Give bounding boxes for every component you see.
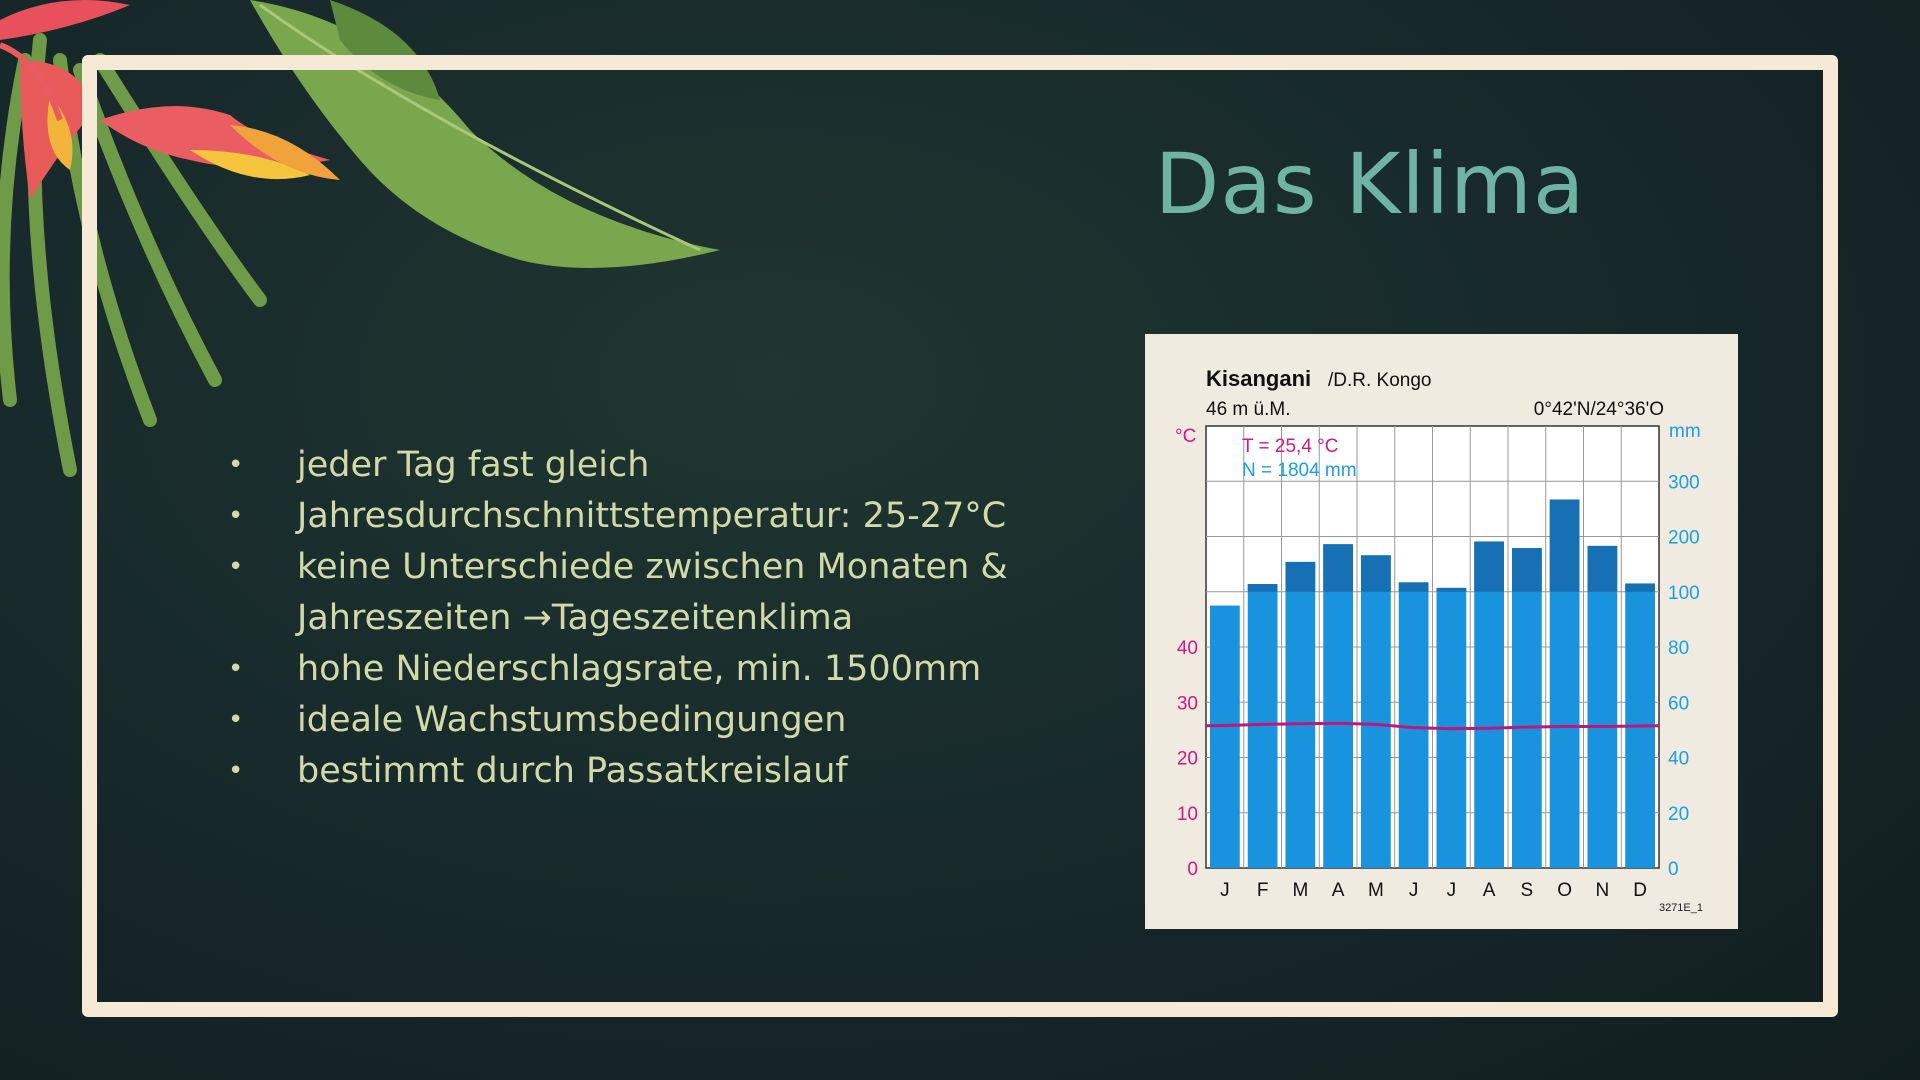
bullet-text: ideale Wachstumsbedingungen <box>297 700 847 740</box>
temp-tick-label: 40 <box>1177 638 1198 659</box>
month-label: O <box>1557 880 1572 901</box>
precip-bar-s-8 <box>1512 548 1542 868</box>
temp-tick-label: 0 <box>1187 859 1198 880</box>
month-label: A <box>1483 880 1496 901</box>
precip-bar-m-4 <box>1361 555 1391 868</box>
bullet-dot-icon: • <box>228 552 244 582</box>
climate-diagram: 0 10 20 30 40 0 20 40 60 80 100 200 300 J F M A M J J A S O N D K… <box>1145 334 1738 929</box>
bullet-item: • ideale Wachstumsbedingungen <box>228 695 1088 746</box>
temp-unit-label: °C <box>1175 426 1196 447</box>
precip-summary: N = 1804 mm <box>1242 460 1357 481</box>
precip-bar-excess-7 <box>1474 541 1504 592</box>
precip-bar-excess-1 <box>1247 584 1278 592</box>
station-name: Kisangani <box>1206 366 1311 391</box>
temp-tick-label: 20 <box>1177 749 1198 770</box>
precip-tick-label: 0 <box>1668 859 1679 880</box>
slide-title: Das Klima <box>1154 135 1586 233</box>
month-label: S <box>1521 880 1534 901</box>
precip-bar-excess-4 <box>1361 555 1391 592</box>
month-label: D <box>1633 880 1647 901</box>
month-label: M <box>1368 880 1384 901</box>
bullet-text: Jahreszeiten →Tageszeitenklima <box>297 598 854 638</box>
bullet-text: hohe Niederschlagsrate, min. 1500mm <box>297 649 982 689</box>
station-elevation: 46 m ü.M. <box>1206 399 1290 420</box>
station-coordinates: 0°42'N/24°36'O <box>1534 399 1664 420</box>
month-label: J <box>1409 880 1419 901</box>
month-label: F <box>1257 880 1269 901</box>
precip-bar-excess-3 <box>1323 544 1353 592</box>
precip-bar-n-10 <box>1587 545 1618 868</box>
bullet-dot-icon: • <box>228 705 244 735</box>
bullet-dot-icon: • <box>228 756 244 786</box>
month-label: M <box>1292 880 1308 901</box>
bullet-item: • hohe Niederschlagsrate, min. 1500mm <box>228 644 1088 695</box>
month-label: N <box>1596 880 1610 901</box>
precip-bar-excess-8 <box>1512 548 1542 592</box>
diagram-code: 3271E_1 <box>1659 902 1703 914</box>
temp-tick-label: 30 <box>1177 693 1198 714</box>
precip-bar-j-5 <box>1398 582 1429 868</box>
bullet-text: jeder Tag fast gleich <box>297 445 650 485</box>
precip-tick-label: 300 <box>1668 472 1700 493</box>
bullet-list: • jeder Tag fast gleich • Jahresdurchschni… <box>228 440 1088 797</box>
temp-tick-label: 10 <box>1177 804 1198 825</box>
precip-bar-excess-10 <box>1587 545 1618 592</box>
month-label: J <box>1447 880 1457 901</box>
bullet-dot-icon: • <box>228 654 244 684</box>
precip-bar-excess-6 <box>1436 587 1467 592</box>
bullet-item-continuation: Jahreszeiten →Tageszeitenklima <box>228 593 1088 644</box>
precip-tick-label: 40 <box>1668 749 1689 770</box>
precip-bar-a-3 <box>1323 544 1353 868</box>
bullet-text: keine Unterschiede zwischen Monaten & <box>297 547 1008 587</box>
bullet-dot-icon: • <box>228 450 244 480</box>
slide-frame <box>82 55 1838 1017</box>
precip-bar-a-7 <box>1474 541 1504 868</box>
month-label: A <box>1332 880 1345 901</box>
climate-chart-svg: 0 10 20 30 40 0 20 40 60 80 100 200 300 J F M A M J J A S O N D K… <box>1175 366 1703 914</box>
precip-bar-excess-11 <box>1625 583 1655 592</box>
precip-bar-excess-2 <box>1285 561 1316 592</box>
bullet-text: bestimmt durch Passatkreislauf <box>297 751 848 791</box>
precip-tick-label: 20 <box>1668 804 1689 825</box>
bullet-item: • bestimmt durch Passatkreislauf <box>228 746 1088 797</box>
precip-bar-excess-5 <box>1398 582 1429 592</box>
station-country: /D.R. Kongo <box>1328 370 1432 391</box>
bullet-dot-icon: • <box>228 501 244 531</box>
precip-unit-label: mm <box>1669 421 1701 442</box>
precip-tick-label: 200 <box>1668 528 1700 549</box>
precip-tick-label: 80 <box>1668 638 1689 659</box>
precip-bar-j-0 <box>1210 605 1240 868</box>
month-label: J <box>1220 880 1230 901</box>
precip-bar-excess-9 <box>1549 499 1580 592</box>
temp-summary: T = 25,4 °C <box>1242 436 1339 457</box>
bullet-item: • keine Unterschiede zwischen Monaten & <box>228 542 1088 593</box>
bullet-text: Jahresdurchschnittstemperatur: 25-27°C <box>297 496 1007 536</box>
bullet-item: • jeder Tag fast gleich <box>228 440 1088 491</box>
heliconia-flower-icon <box>0 0 340 200</box>
bullet-item: • Jahresdurchschnittstemperatur: 25-27°C <box>228 491 1088 542</box>
precip-bar-m-2 <box>1285 561 1316 868</box>
temperature-line <box>1205 721 1660 731</box>
precip-tick-label: 60 <box>1668 693 1689 714</box>
precip-tick-label: 100 <box>1668 583 1700 604</box>
